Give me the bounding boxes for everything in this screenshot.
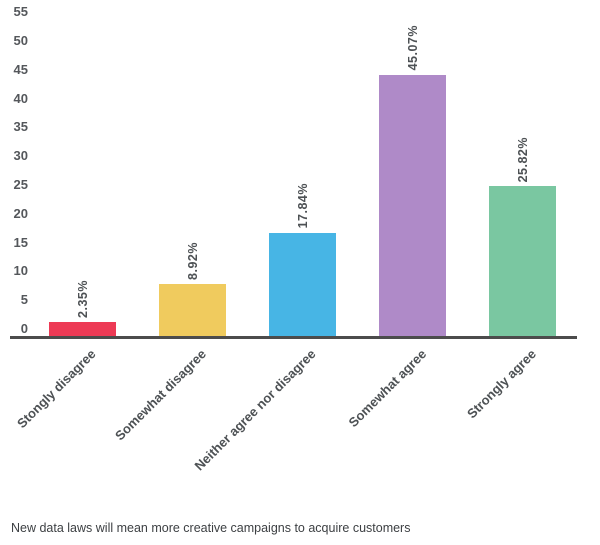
y-axis-tick-label: 55 bbox=[13, 4, 28, 20]
x-axis-line bbox=[10, 336, 577, 339]
bar-value-label: 17.84% bbox=[296, 183, 310, 229]
bar-value-label: 2.35% bbox=[76, 280, 90, 319]
y-axis-tick-label: 5 bbox=[20, 292, 28, 308]
y-axis-tick-label: 50 bbox=[13, 33, 28, 48]
y-axis-tick-label: 35 bbox=[13, 119, 28, 135]
bar bbox=[159, 284, 226, 336]
y-axis-tick-label: 15 bbox=[13, 234, 28, 250]
x-axis-category-label: Stongly disagree bbox=[14, 346, 99, 431]
x-axis-category-label: Somewhat disagree bbox=[111, 346, 209, 444]
chart-caption: New data laws will mean more creative ca… bbox=[11, 521, 411, 535]
y-axis-tick-label: 10 bbox=[13, 263, 28, 279]
y-axis-tick-label: 40 bbox=[13, 90, 28, 106]
bar bbox=[269, 232, 336, 336]
y-axis-tick-label: 20 bbox=[13, 205, 28, 221]
bar bbox=[489, 186, 556, 336]
y-axis-tick-label: 30 bbox=[13, 148, 28, 164]
bar-value-label: 45.07% bbox=[406, 25, 420, 71]
x-axis-category-label: Neither agree nor disagree bbox=[191, 346, 319, 474]
bar-value-label: 25.82% bbox=[516, 136, 530, 183]
y-axis-tick-label: 25 bbox=[13, 177, 28, 192]
y-axis-tick-label: 45 bbox=[13, 61, 28, 77]
bar bbox=[379, 74, 446, 336]
x-axis-category-label: Strongly agree bbox=[463, 346, 539, 422]
x-axis-category-label: Somewhat agree bbox=[345, 346, 429, 430]
bar-value-label: 8.92% bbox=[186, 242, 200, 281]
y-axis-tick-label: 0 bbox=[20, 321, 28, 336]
bar bbox=[49, 322, 116, 336]
